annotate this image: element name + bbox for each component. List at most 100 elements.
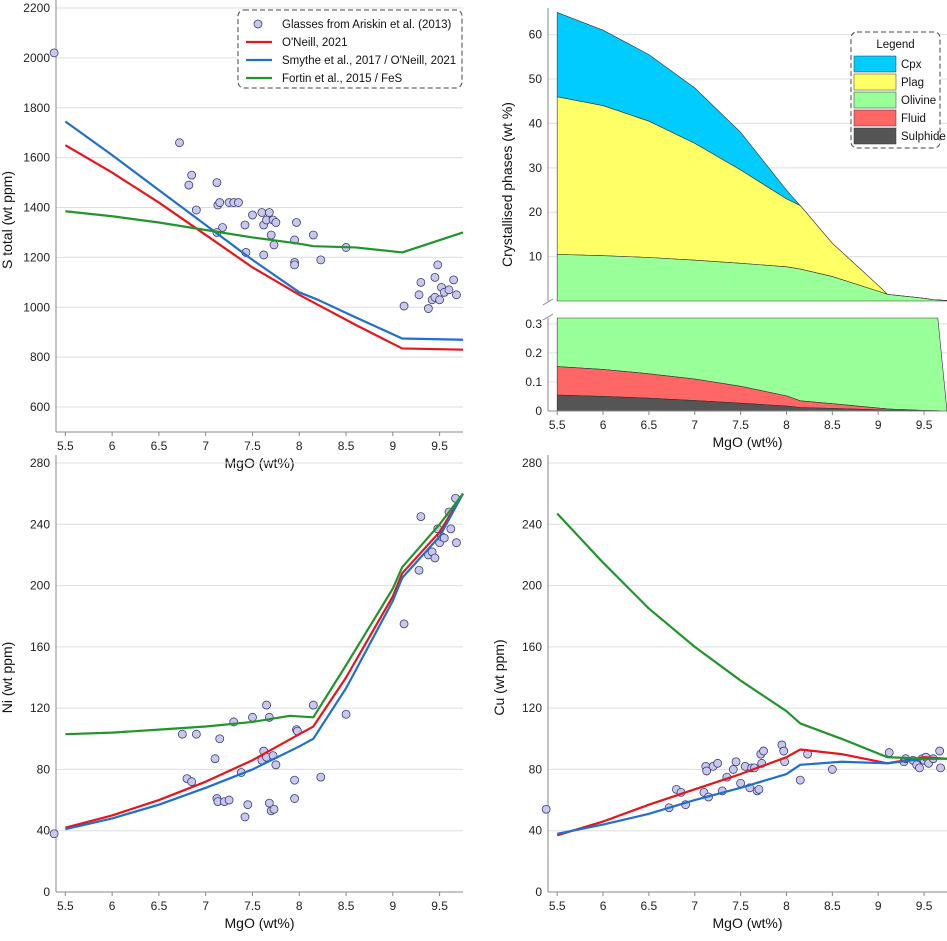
x-tick-label: 6 (109, 439, 116, 453)
y-tick-label: 280 (522, 456, 542, 470)
olivine-area (556, 254, 947, 302)
glass-point (243, 800, 253, 810)
legend-swatch (853, 127, 897, 145)
y-tick-label: 200 (522, 579, 542, 593)
y-tick-label: 240 (30, 517, 50, 531)
y-tick-label: 160 (30, 640, 50, 654)
glass-point (449, 275, 459, 285)
x-tick-label: 7.5 (244, 439, 261, 453)
oneill-line (65, 493, 464, 829)
legend-entry: Plag (901, 77, 924, 89)
glass-point (191, 729, 201, 739)
x-tick-label: 8 (296, 439, 303, 453)
x-tick-label: 5.5 (57, 899, 74, 913)
glass-point (444, 285, 454, 295)
y-tick-label: 280 (30, 456, 50, 470)
x-axis-label: MgO (wt%) (713, 434, 783, 450)
y-tick-label: 80 (529, 762, 543, 776)
x-tick-label: 6.5 (641, 899, 658, 913)
y-tick-label: 10 (529, 250, 543, 264)
y-tick-label: 0 (43, 885, 50, 899)
y-tick-label: 0.3 (525, 317, 542, 331)
x-tick-label: 7.5 (244, 899, 261, 913)
glass-point (416, 277, 426, 287)
glass-point (399, 619, 409, 629)
x-tick-label: 6 (600, 418, 607, 432)
y-tick-label: 2200 (23, 1, 50, 15)
x-tick-label: 8.5 (338, 899, 355, 913)
x-tick-label: 8 (783, 418, 790, 432)
glass-point (731, 757, 741, 767)
panel-sulfur: 600 800 1000 1200 1400 1600 1800 2000 2200 5.5 6 6.… (0, 0, 464, 471)
y-axis-label: Cu (wt ppm) (491, 639, 507, 715)
glass-point (541, 804, 551, 814)
y-tick-label: 0.1 (525, 375, 542, 389)
smythe-line (65, 493, 464, 831)
glass-point (262, 700, 271, 710)
x-tick-label: 8 (296, 899, 303, 913)
y-tick-label: 50 (529, 72, 543, 86)
y-tick-label: 1600 (23, 151, 50, 165)
glass-point (49, 829, 59, 839)
y-tick-label: 200 (30, 579, 50, 593)
glass-point (234, 198, 243, 207)
y-tick-label: 40 (529, 824, 543, 838)
glass-point (316, 255, 326, 265)
y-tick-label: 160 (522, 640, 542, 654)
y-tick-label: 1400 (23, 201, 50, 215)
glass-point (187, 170, 197, 180)
y-tick-label: 60 (529, 28, 543, 42)
glass-point (935, 746, 945, 756)
glass-point (423, 304, 433, 313)
glass-point (452, 538, 461, 548)
smythe-line (556, 757, 947, 835)
glass-point (240, 220, 250, 230)
smythe-line (64, 120, 464, 341)
x-tick-label: 8.5 (824, 418, 841, 432)
legend-entry: Fortin et al., 2015 / FeS (282, 73, 403, 85)
glass-point (728, 765, 738, 774)
x-tick-label: 6.5 (641, 418, 658, 432)
legend-swatch (853, 91, 897, 109)
glass-point (430, 553, 440, 563)
y-axis-label: S total (wt ppm) (0, 171, 15, 269)
glass-point (308, 230, 318, 240)
glass-point (316, 772, 326, 782)
glass-point (936, 763, 945, 773)
x-tick-label: 7 (202, 439, 209, 453)
glass-point (266, 230, 276, 240)
axis-break (542, 313, 554, 321)
glass-point (433, 260, 443, 270)
glass-point (452, 290, 461, 300)
y-tick-label: 40 (529, 116, 543, 130)
x-tick-label: 6.5 (151, 899, 168, 913)
x-tick-label: 6 (109, 899, 116, 913)
glass-point (290, 260, 299, 270)
panel-crystallised-phases: 10 20 30 40 50 60 0 0.1 0.2 0.3 5.5 6 6.5 7 7.5 8 8.5 9 9.… (499, 8, 947, 450)
x-tick-label: 6.5 (151, 439, 168, 453)
legend-entry: Sulphide (901, 131, 946, 143)
glass-point (175, 138, 184, 148)
glass-point (341, 709, 351, 719)
y-axis-label: Ni (wt ppm) (0, 642, 15, 714)
x-tick-label: 5.5 (549, 418, 566, 432)
legend-entry: Olivine (901, 95, 936, 107)
y-tick-label: 40 (37, 824, 51, 838)
glass-point (212, 178, 222, 187)
glass-point (290, 775, 299, 785)
x-tick-label: 7 (691, 899, 698, 913)
fortin-line (65, 210, 464, 254)
x-tick-label: 7.5 (732, 418, 749, 432)
glass-point (269, 240, 279, 250)
glass-point (184, 180, 194, 190)
glass-point (187, 777, 197, 787)
legend-swatch (853, 55, 897, 73)
oneill-line (64, 144, 464, 351)
glass-point (49, 48, 59, 58)
legend-entry: Cpx (901, 59, 922, 71)
glass-point (257, 208, 267, 217)
glass-point (416, 512, 426, 522)
glass-point (215, 198, 225, 207)
x-tick-label: 9 (389, 899, 396, 913)
y-tick-label: 30 (529, 161, 543, 175)
